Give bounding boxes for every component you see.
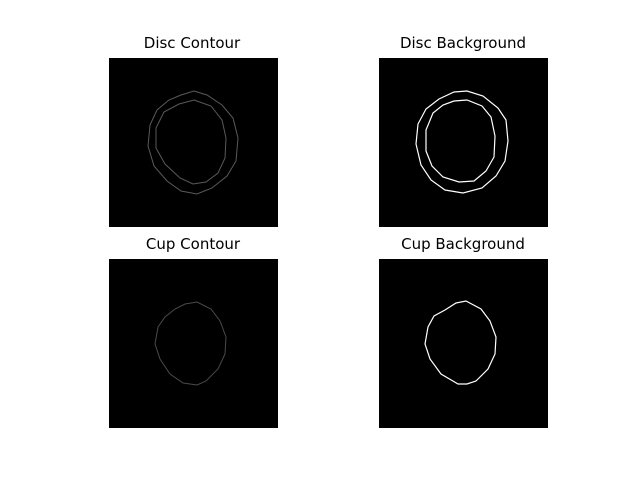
image-cup-background [379,259,548,428]
panel-title-cup-background: Cup Background [401,235,525,253]
cup-background-drawing [424,300,497,385]
disc-background-outer-ring [415,90,509,194]
cup-contour-drawing [154,301,227,386]
disc-outer-ring [147,90,239,195]
disc-background-drawing [415,90,509,194]
disc-contour-drawing [147,90,239,195]
panel-title-cup-contour: Cup Contour [145,235,241,253]
image-cup-contour [109,259,278,428]
cup-ring [154,301,227,386]
panel-title-disc-contour: Disc Contour [143,34,241,52]
image-disc-contour [109,58,278,227]
panel-title-disc-background: Disc Background [399,34,527,52]
image-disc-background [379,58,548,227]
disc-background-inner-ring [425,99,496,183]
cup-background-ring [424,300,497,385]
disc-inner-ring [155,99,227,185]
